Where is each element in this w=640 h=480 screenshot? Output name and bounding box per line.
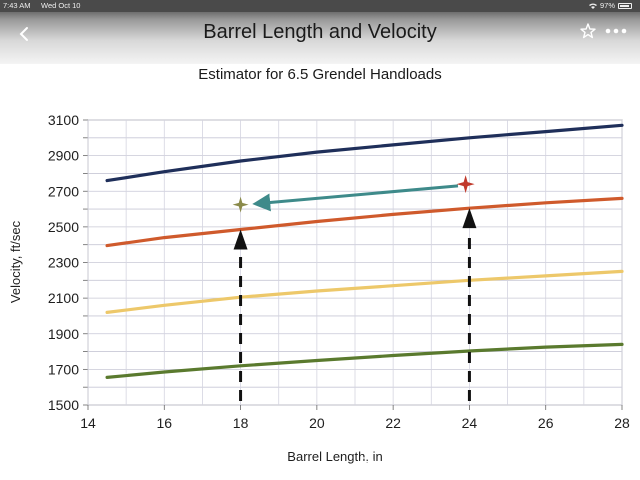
series-line-3 — [105, 269, 624, 314]
y-tick-label: 1700 — [48, 361, 79, 377]
wifi-icon — [588, 3, 597, 9]
x-tick-label: 16 — [156, 415, 172, 431]
y-tick-label: 2500 — [48, 219, 79, 235]
star-icon[interactable] — [579, 22, 597, 40]
x-tick-label: 14 — [80, 415, 96, 431]
nav-bar: Barrel Length and Velocity — [0, 12, 640, 64]
y-tick-label: 2300 — [48, 255, 79, 271]
series-line-4 — [105, 342, 624, 379]
annotations — [232, 175, 477, 401]
x-tick-label: 26 — [538, 415, 554, 431]
chevron-left-icon — [19, 27, 28, 41]
x-tick-label: 18 — [233, 415, 249, 431]
series-line-1 — [105, 123, 624, 183]
start-marker — [456, 175, 475, 194]
status-right: 97% — [588, 0, 632, 12]
series-layer — [105, 123, 624, 379]
status-date: Wed Oct 10 — [41, 1, 81, 10]
markup-icon[interactable] — [359, 456, 375, 472]
battery-percent: 97% — [599, 1, 615, 10]
teal-arrow — [252, 184, 459, 212]
x-tick-label: 28 — [614, 415, 630, 431]
x-tick-label: 20 — [309, 415, 325, 431]
y-tick-label: 2700 — [48, 183, 79, 199]
status-time: 7:43 AM — [3, 1, 31, 10]
y-tick-label: 2100 — [48, 290, 79, 306]
trash-icon[interactable] — [451, 456, 467, 472]
y-tick-label: 1500 — [48, 397, 79, 413]
grid — [83, 119, 623, 410]
back-button[interactable] — [12, 22, 36, 46]
y-axis-label: Velocity, ft/sec — [8, 220, 23, 303]
end-marker — [232, 196, 249, 213]
battery-icon — [618, 3, 632, 9]
tick-labels: 1500 1700 1900 2100 2300 2500 2700 2900 3100 14 16… — [48, 112, 630, 431]
chart-subtitle: Estimator for 6.5 Grendel Handloads — [198, 66, 442, 83]
y-tick-label: 2900 — [48, 148, 79, 164]
x-axis-label: Barrel Length, in — [287, 449, 382, 464]
series-line-2 — [105, 196, 624, 248]
share-icon[interactable] — [173, 456, 189, 472]
more-icon[interactable] — [603, 22, 629, 40]
bottom-toolbar — [0, 448, 640, 480]
y-tick-label: 1900 — [48, 326, 79, 342]
page-title: Barrel Length and Velocity — [203, 21, 437, 43]
x-tick-label: 22 — [385, 415, 401, 431]
y-tick-label: 3100 — [48, 112, 79, 128]
status-bar: 7:43 AM Wed Oct 10 97% — [0, 0, 640, 12]
dashed-arrow-head-2 — [462, 208, 477, 229]
dashed-arrow-head-1 — [233, 229, 248, 250]
sliders-icon[interactable] — [266, 456, 282, 472]
x-tick-label: 24 — [462, 415, 478, 431]
